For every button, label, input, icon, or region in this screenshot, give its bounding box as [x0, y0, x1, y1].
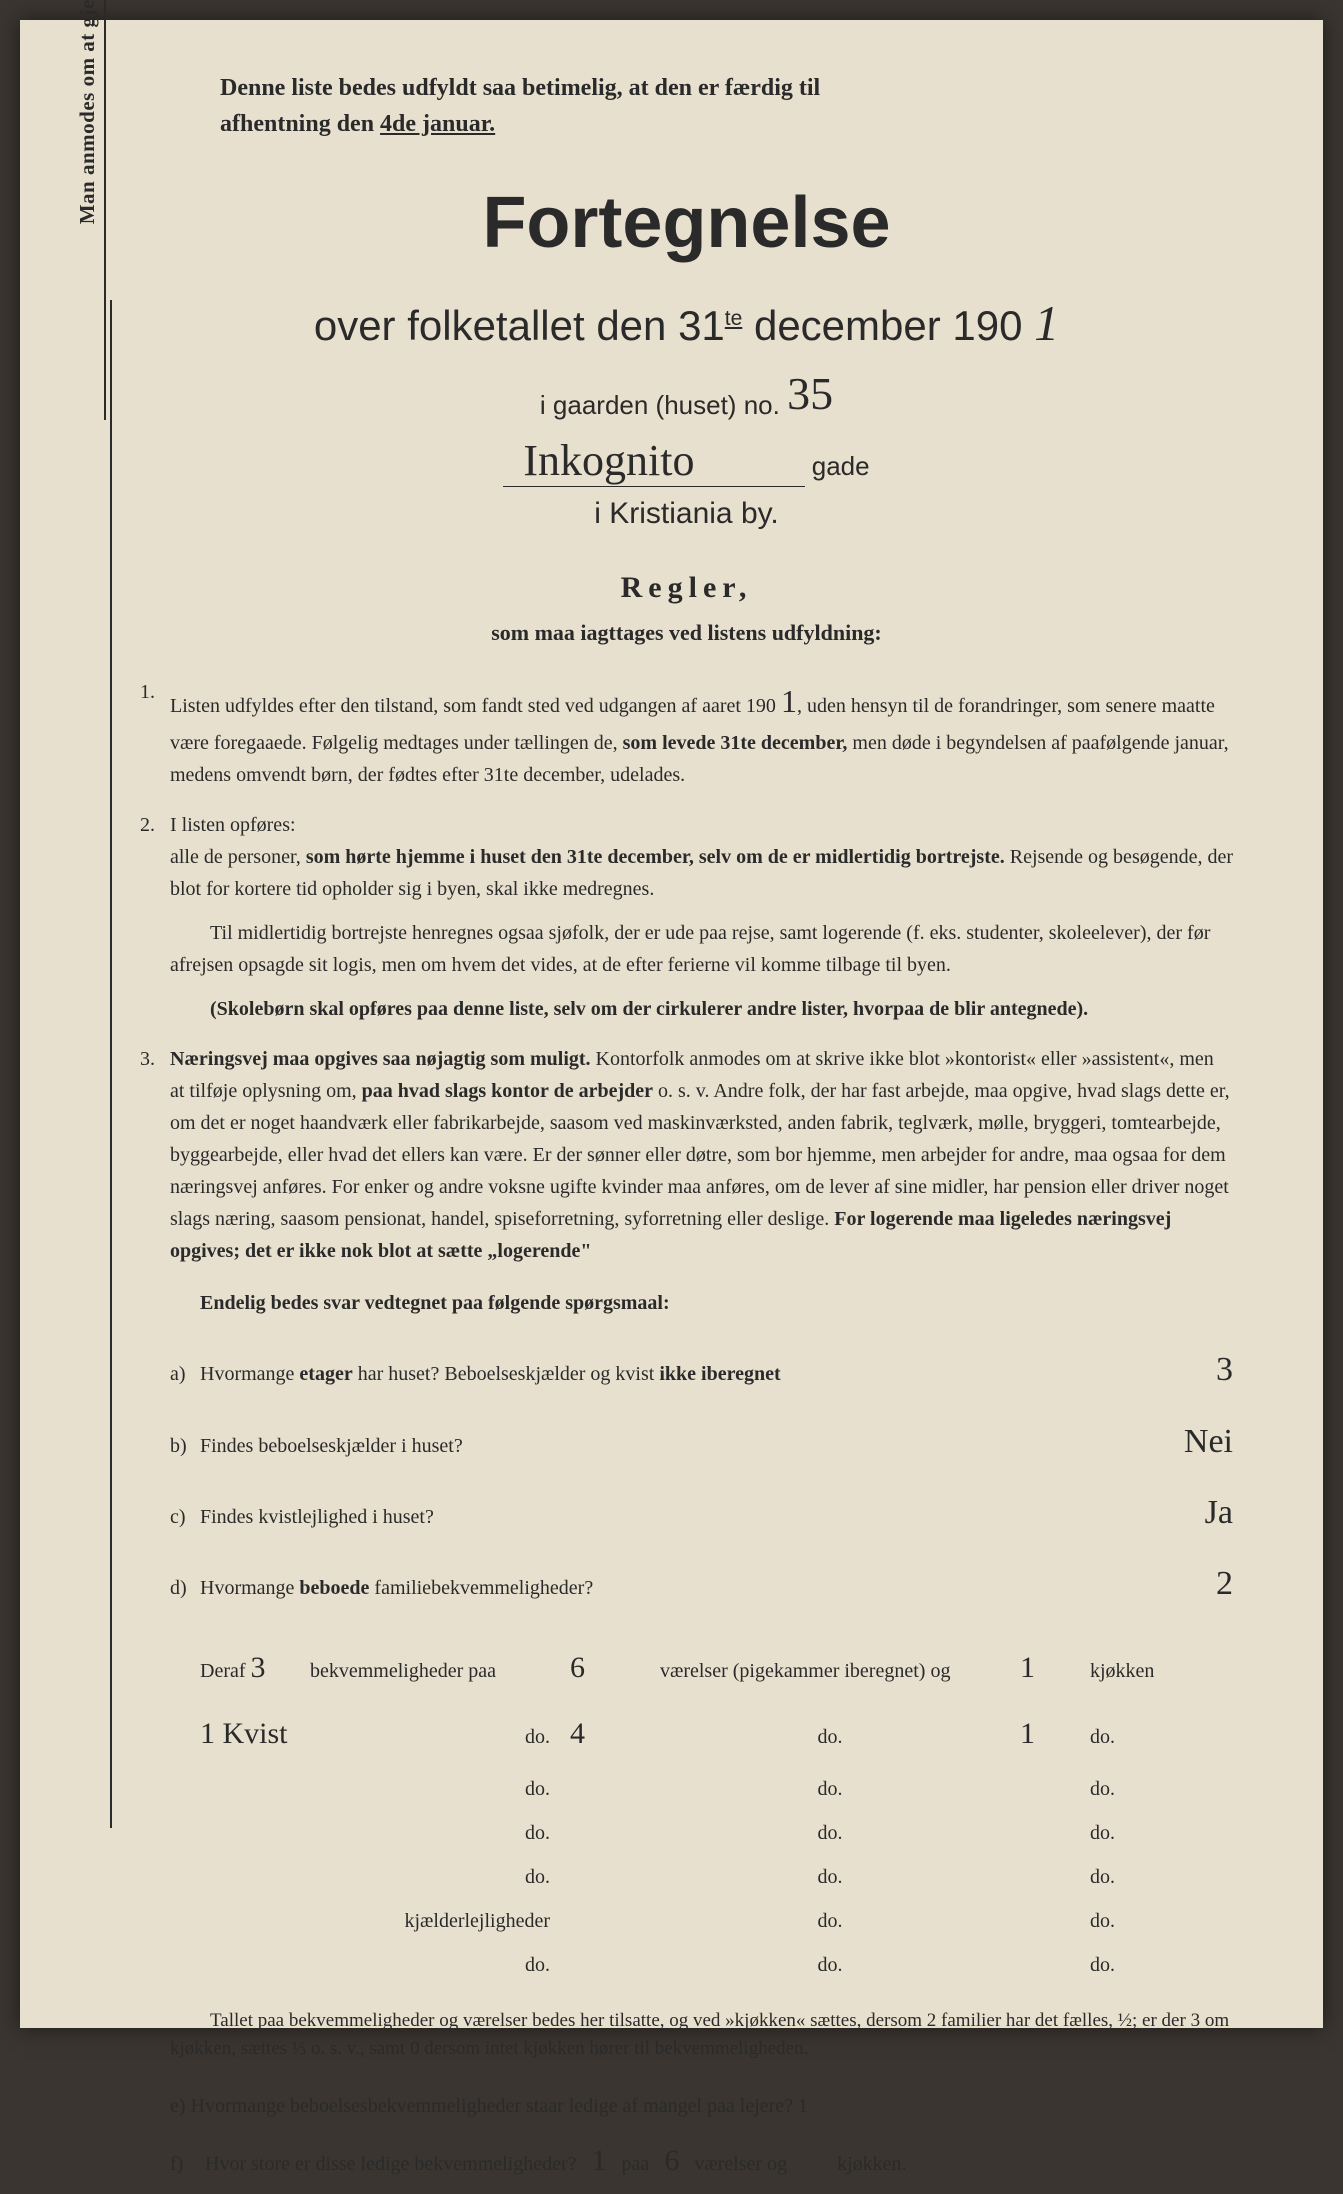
question-a: a) Hvormange etager har huset? Beboelses… [170, 1334, 1233, 1405]
top-line2-date: 4de januar. [380, 111, 495, 137]
deraf2-kitchen: 1 [1020, 1701, 1070, 1767]
house-line: i gaarden (huset) no. 35 [140, 372, 1233, 425]
qa-label: a) [170, 1353, 200, 1395]
subtitle-sup: te [725, 307, 743, 330]
deraf-row-6: do.do.do. [200, 1943, 1233, 1987]
subtitle-suffix: december 190 [742, 302, 1022, 349]
subtitle-prefix: over folketallet den 31 [314, 302, 725, 349]
street-suffix: gade [812, 451, 870, 481]
rule3-bold1: Næringsvej maa opgives saa nøjagtig som … [170, 1048, 591, 1070]
regler-title: Regler, [140, 571, 1233, 605]
regler-sub: som maa iagttages ved listens udfyldning… [140, 620, 1233, 646]
rule2-intro: I listen opføres: [170, 814, 296, 836]
rule2-p1a: alle de personer, [170, 846, 306, 868]
side-instruction: Man anmodes om at gjennemlæse og nøje at… [75, 0, 106, 420]
question-e: e) Hvormange beboelsesbekvemmeligheder s… [170, 2084, 1233, 2128]
qc-text: Findes kvistlejlighed i huset? [200, 1496, 1163, 1538]
rule-2-num: 2. [140, 809, 155, 841]
qe-answer: 1 [798, 2095, 808, 2117]
main-title: Fortegnelse [140, 182, 1233, 264]
footnote: Tallet paa bekvemmeligheder og værelser … [170, 2007, 1233, 2064]
house-label: i gaarden (huset) no. [540, 390, 780, 420]
question-d: d) Hvormange beboede familiebekvemmeligh… [170, 1548, 1233, 1619]
qb-answer: Nei [1163, 1406, 1233, 1477]
rules-section: 1. Listen udfyldes efter den tilstand, s… [140, 676, 1233, 2194]
qc-label: c) [170, 1496, 200, 1538]
year-handwritten: 1 [1034, 295, 1059, 351]
subtitle: over folketallet den 31te december 190 1 [140, 294, 1233, 352]
question-b: b) Findes beboelseskjælder i huset? Nei [170, 1406, 1233, 1477]
house-number: 35 [787, 368, 833, 419]
qa-text: Hvormange etager har huset? Beboelseskjæ… [200, 1353, 1163, 1395]
rule-1-num: 1. [140, 676, 155, 708]
deraf-row-1: Deraf 3 bekvemmeligheder paa 6 værelser … [200, 1635, 1233, 1701]
rule2-p2: Til midlertidig bortrejste henregnes ogs… [170, 917, 1233, 981]
deraf1-rooms: 6 [570, 1635, 640, 1701]
street-line: Inkognito gade [140, 435, 1233, 487]
top-instruction: Denne liste bedes udfyldt saa betimelig,… [220, 70, 1233, 142]
rule2-p1b: som hørte hjemme i huset den 31te decemb… [306, 846, 1005, 868]
document-page: Man anmodes om at gjennemlæse og nøje at… [20, 20, 1323, 2028]
deraf-row-5: do.do.do. [200, 1855, 1233, 1899]
qd-label: d) [170, 1567, 200, 1609]
final-instruction: Endelig bedes svar vedtegnet paa følgend… [140, 1287, 1233, 1319]
qc-answer: Ja [1163, 1477, 1233, 1548]
city-line: i Kristiania by. [140, 497, 1233, 531]
qf-ans2: 6 [664, 2144, 679, 2177]
questions-block: a) Hvormange etager har huset? Beboelses… [170, 1334, 1233, 1620]
rule2-p1: alle de personer, som hørte hjemme i hus… [170, 841, 1233, 905]
deraf2-count: 1 Kvist [200, 1701, 290, 1767]
deraf-row-4: do.do.do. [200, 1811, 1233, 1855]
deraf2-rooms: 4 [570, 1701, 640, 1767]
rule-1: 1. Listen udfyldes efter den tilstand, s… [140, 676, 1233, 791]
rule2-p3: (Skolebørn skal opføres paa denne liste,… [170, 993, 1233, 1025]
rule-3-num: 3. [140, 1043, 155, 1075]
qa-answer: 3 [1163, 1334, 1233, 1405]
side-rule [110, 300, 112, 1828]
rule1-text1: Listen udfyldes efter den tilstand, som … [170, 695, 776, 717]
final-questions: e) Hvormange beboelsesbekvemmeligheder s… [170, 2084, 1233, 2194]
top-line1: Denne liste bedes udfyldt saa betimelig,… [220, 75, 820, 101]
deraf-section: Deraf 3 bekvemmeligheder paa 6 værelser … [200, 1635, 1233, 1987]
qd-answer: 2 [1163, 1548, 1233, 1619]
qb-text: Findes beboelseskjælder i huset? [200, 1425, 1163, 1467]
rule-3: 3. Næringsvej maa opgives saa nøjagtig s… [140, 1043, 1233, 1267]
qf-ans1: 1 [592, 2144, 607, 2177]
qd-text: Hvormange beboede familiebekvemmelighede… [200, 1567, 1163, 1609]
rule-2: 2. I listen opføres: alle de personer, s… [140, 809, 1233, 1025]
question-c: c) Findes kvistlejlighed i huset? Ja [170, 1477, 1233, 1548]
street-name: Inkognito [503, 435, 804, 487]
qb-label: b) [170, 1425, 200, 1467]
deraf-row-kj: kjælderlejlighederdo.do. [200, 1899, 1233, 1943]
rule1-bold: som levede 31te december, [623, 732, 848, 754]
top-line2-prefix: afhentning den [220, 111, 380, 137]
question-f: f) Hvor store er disse ledige bekvemmeli… [170, 2128, 1233, 2194]
rule1-year: 1 [781, 683, 797, 719]
deraf-row-2: 1 Kvist do. 4 do. 1 do. [200, 1701, 1233, 1767]
deraf1-count: 3 [251, 1635, 266, 1701]
rule3-bold2: paa hvad slags kontor de arbejder [362, 1080, 653, 1102]
deraf1-kitchen: 1 [1020, 1635, 1070, 1701]
deraf-row-3: do.do.do. [200, 1767, 1233, 1811]
